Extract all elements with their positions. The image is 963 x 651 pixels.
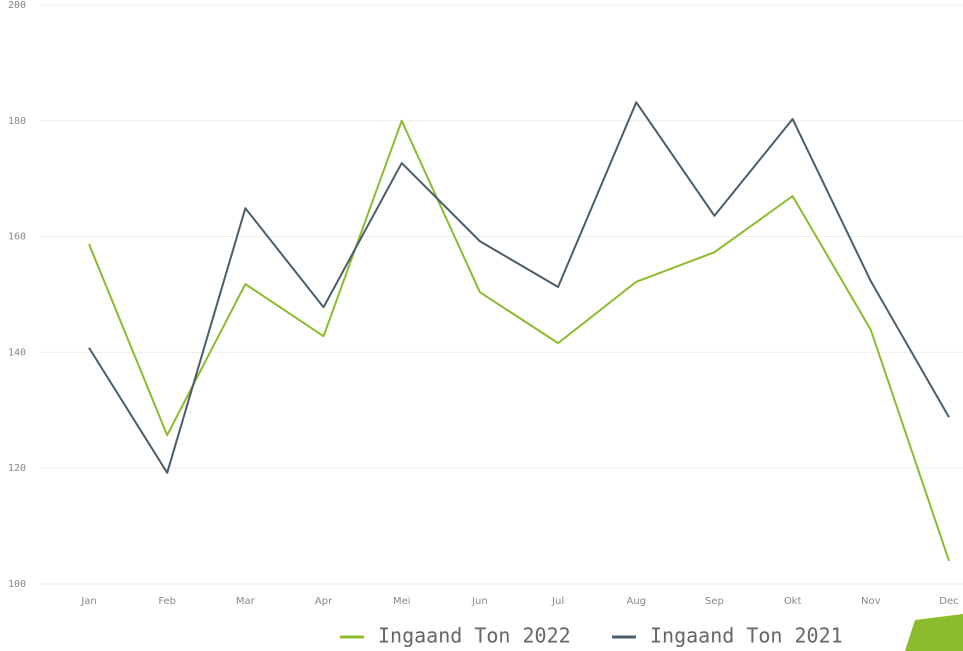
x-tick-label: Nov <box>861 596 881 607</box>
series-line <box>88 119 950 562</box>
x-tick-label: Apr <box>315 596 333 607</box>
x-tick-label: Mar <box>236 596 256 607</box>
y-tick-label: 140 <box>8 347 26 358</box>
y-tick-label: 180 <box>8 116 26 127</box>
y-tick-label: 100 <box>8 579 26 590</box>
decoration <box>905 614 963 651</box>
series-line <box>88 101 950 474</box>
y-tick-label: 120 <box>8 463 26 474</box>
x-tick-label: Dec <box>939 596 958 607</box>
x-tick-label: Okt <box>784 596 802 607</box>
x-tick-label: Mei <box>393 596 411 607</box>
legend-label: Ingaand Ton 2022 <box>378 624 571 648</box>
legend-label: Ingaand Ton 2021 <box>650 624 843 648</box>
x-tick-label: Jan <box>80 596 96 607</box>
x-tick-label: Jun <box>471 596 488 607</box>
y-tick-label: 160 <box>8 232 26 243</box>
x-tick-label: Sep <box>705 596 724 607</box>
x-tick-label: Feb <box>158 596 176 607</box>
x-tick-label: Jul <box>551 596 564 607</box>
x-tick-label: Aug <box>626 596 646 607</box>
y-tick-label: 200 <box>8 0 26 11</box>
